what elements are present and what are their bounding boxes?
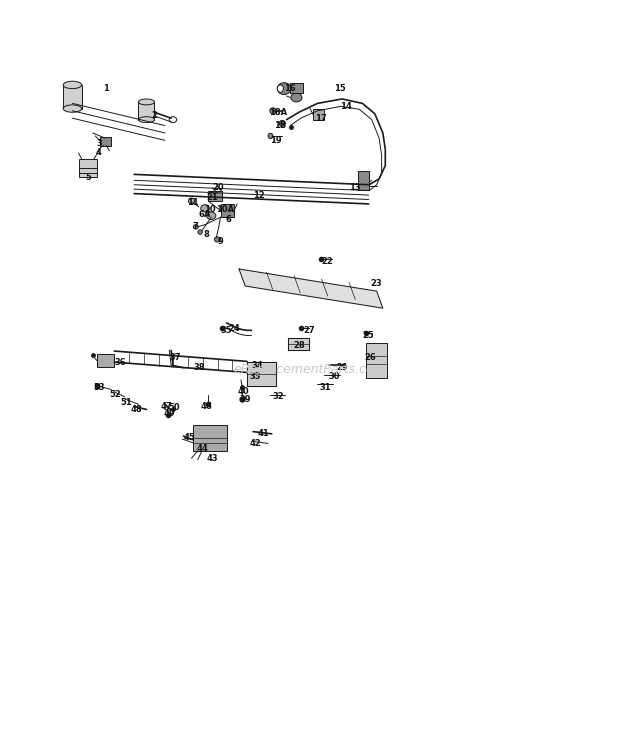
Polygon shape — [288, 338, 309, 350]
Polygon shape — [247, 362, 276, 386]
Ellipse shape — [268, 134, 273, 139]
Text: 21: 21 — [206, 193, 218, 202]
Bar — [358, 171, 370, 190]
Text: 3: 3 — [96, 139, 102, 148]
Ellipse shape — [291, 93, 302, 102]
Text: 1B: 1B — [274, 121, 286, 130]
Text: 9: 9 — [218, 237, 223, 246]
Bar — [366, 343, 387, 378]
Text: 22: 22 — [321, 257, 333, 266]
Text: 32: 32 — [272, 393, 284, 401]
Text: 24: 24 — [229, 324, 241, 332]
Text: 43: 43 — [206, 453, 218, 463]
Text: 4: 4 — [96, 148, 102, 157]
Text: 2: 2 — [151, 111, 157, 120]
Text: 42: 42 — [250, 439, 262, 448]
Ellipse shape — [138, 99, 154, 105]
Text: 27: 27 — [303, 326, 314, 335]
Text: 47: 47 — [161, 402, 172, 411]
Text: 16: 16 — [285, 84, 296, 93]
Text: 12: 12 — [254, 191, 265, 200]
Text: 36: 36 — [114, 358, 126, 367]
Text: 13: 13 — [348, 183, 360, 192]
Text: 15: 15 — [334, 84, 345, 93]
Bar — [63, 85, 82, 108]
Text: 44: 44 — [196, 444, 208, 453]
Text: 1: 1 — [104, 84, 109, 93]
Ellipse shape — [279, 120, 285, 126]
Text: 8: 8 — [203, 231, 209, 240]
Bar — [313, 109, 324, 119]
Text: 17: 17 — [316, 114, 327, 122]
Text: 11: 11 — [187, 198, 198, 207]
Text: 39: 39 — [239, 395, 251, 404]
Text: 33: 33 — [250, 372, 262, 381]
Ellipse shape — [188, 198, 195, 204]
Text: 34: 34 — [252, 361, 264, 370]
Text: 10A: 10A — [216, 206, 234, 214]
Bar — [79, 159, 97, 177]
Ellipse shape — [277, 82, 291, 94]
Text: 6A: 6A — [199, 210, 211, 219]
Text: 50: 50 — [169, 404, 180, 413]
Text: eReplacementParts.com: eReplacementParts.com — [234, 363, 386, 376]
Ellipse shape — [169, 116, 177, 122]
Bar — [221, 204, 234, 217]
Ellipse shape — [206, 212, 216, 220]
Ellipse shape — [277, 85, 283, 92]
Polygon shape — [239, 269, 383, 308]
Ellipse shape — [193, 225, 198, 229]
Bar — [138, 102, 154, 119]
Text: 37: 37 — [170, 353, 181, 362]
Ellipse shape — [138, 116, 154, 122]
Text: 23: 23 — [371, 279, 383, 289]
Bar — [290, 82, 303, 93]
Text: 5: 5 — [85, 173, 91, 182]
Text: 20: 20 — [213, 183, 224, 192]
Text: 52: 52 — [110, 390, 122, 399]
Text: 18A: 18A — [269, 108, 287, 116]
Bar — [208, 191, 222, 201]
Text: 51: 51 — [120, 398, 132, 407]
Text: 7: 7 — [193, 222, 198, 231]
Text: 19: 19 — [270, 136, 282, 145]
Text: 25: 25 — [363, 331, 374, 340]
Text: 49: 49 — [164, 410, 175, 418]
Text: 40: 40 — [237, 387, 249, 396]
Text: 45: 45 — [184, 433, 195, 442]
Text: 31: 31 — [320, 383, 331, 392]
Bar — [193, 425, 227, 451]
Text: 53: 53 — [93, 383, 105, 392]
Ellipse shape — [201, 205, 210, 212]
Text: 6: 6 — [226, 215, 231, 224]
Text: 14: 14 — [340, 102, 352, 111]
Ellipse shape — [63, 105, 82, 112]
Text: 48: 48 — [130, 405, 142, 414]
Ellipse shape — [198, 230, 202, 234]
Text: 30: 30 — [329, 372, 340, 381]
Text: 29: 29 — [336, 363, 348, 372]
Text: 28: 28 — [293, 341, 304, 349]
Bar — [100, 137, 111, 145]
Text: 46: 46 — [200, 402, 212, 411]
Text: 41: 41 — [258, 430, 270, 439]
Ellipse shape — [215, 237, 221, 242]
Ellipse shape — [63, 81, 82, 88]
Ellipse shape — [270, 108, 276, 114]
Text: 38: 38 — [193, 363, 205, 372]
Text: 26: 26 — [365, 353, 376, 362]
Text: 10: 10 — [204, 206, 216, 214]
Text: 35: 35 — [221, 326, 232, 335]
Bar — [97, 354, 114, 367]
